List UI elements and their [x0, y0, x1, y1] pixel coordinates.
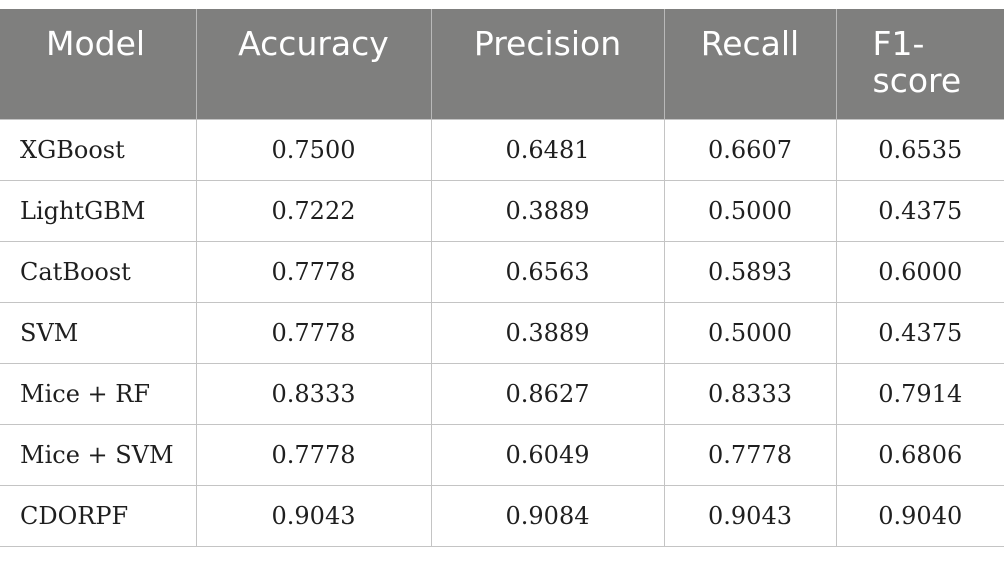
- cell-f1-score: 0.7914: [835, 362, 1004, 425]
- cell-accuracy: 0.9043: [195, 484, 432, 547]
- header-accuracy: Accuracy: [196, 9, 432, 119]
- table-row: CatBoost 0.7778 0.6563 0.5893 0.6000: [0, 240, 1004, 303]
- cell-recall: 0.5000: [663, 179, 837, 242]
- table-row: Mice + SVM 0.7778 0.6049 0.7778 0.6806: [0, 423, 1004, 486]
- cell-f1-score: 0.6806: [835, 423, 1004, 486]
- cell-model: Mice + SVM: [0, 423, 197, 486]
- cell-model: SVM: [0, 301, 197, 364]
- cell-accuracy: 0.7778: [195, 423, 432, 486]
- cell-accuracy: 0.7778: [195, 301, 432, 364]
- cell-recall: 0.9043: [663, 484, 837, 547]
- cell-f1-score: 0.4375: [835, 301, 1004, 364]
- cell-accuracy: 0.7222: [195, 179, 432, 242]
- cell-precision: 0.6481: [430, 118, 665, 181]
- header-precision: Precision: [431, 9, 665, 119]
- table-header: Model Accuracy Precision Recall F1- score: [0, 9, 1004, 119]
- cell-recall: 0.5893: [663, 240, 837, 303]
- cell-f1-score: 0.4375: [835, 179, 1004, 242]
- cell-precision: 0.8627: [430, 362, 665, 425]
- table-row: CDORPF 0.9043 0.9084 0.9043 0.9040: [0, 484, 1004, 547]
- cell-model: Mice + RF: [0, 362, 197, 425]
- header-model: Model: [0, 9, 197, 119]
- cell-recall: 0.5000: [663, 301, 837, 364]
- cell-model: CDORPF: [0, 484, 197, 547]
- cell-precision: 0.3889: [430, 301, 665, 364]
- cell-f1-score: 0.6000: [835, 240, 1004, 303]
- cell-precision: 0.6563: [430, 240, 665, 303]
- table-row: Mice + RF 0.8333 0.8627 0.8333 0.7914: [0, 362, 1004, 425]
- cell-accuracy: 0.7778: [195, 240, 432, 303]
- cell-f1-score: 0.6535: [835, 118, 1004, 181]
- cell-accuracy: 0.8333: [195, 362, 432, 425]
- header-f1-line1: F1-: [872, 24, 925, 63]
- cell-precision: 0.9084: [430, 484, 665, 547]
- cell-f1-score: 0.9040: [835, 484, 1004, 547]
- cell-model: CatBoost: [0, 240, 197, 303]
- table-row: XGBoost 0.7500 0.6481 0.6607 0.6535: [0, 118, 1004, 181]
- cell-recall: 0.7778: [663, 423, 837, 486]
- model-metrics-table: Model Accuracy Precision Recall F1- score…: [0, 9, 1004, 547]
- cell-precision: 0.6049: [430, 423, 665, 486]
- header-f1-line2: score: [872, 61, 962, 100]
- table-row: SVM 0.7778 0.3889 0.5000 0.4375: [0, 301, 1004, 364]
- header-row: Model Accuracy Precision Recall F1- score: [0, 9, 1004, 119]
- cell-model: XGBoost: [0, 118, 197, 181]
- cell-recall: 0.6607: [663, 118, 837, 181]
- header-f1-score: F1- score: [836, 9, 1004, 119]
- table-row: LightGBM 0.7222 0.3889 0.5000 0.4375: [0, 179, 1004, 242]
- cell-recall: 0.8333: [663, 362, 837, 425]
- cell-model: LightGBM: [0, 179, 197, 242]
- cell-accuracy: 0.7500: [195, 118, 432, 181]
- cell-precision: 0.3889: [430, 179, 665, 242]
- table-body: XGBoost 0.7500 0.6481 0.6607 0.6535 LightGBM 0…: [0, 118, 1004, 547]
- header-recall: Recall: [664, 9, 837, 119]
